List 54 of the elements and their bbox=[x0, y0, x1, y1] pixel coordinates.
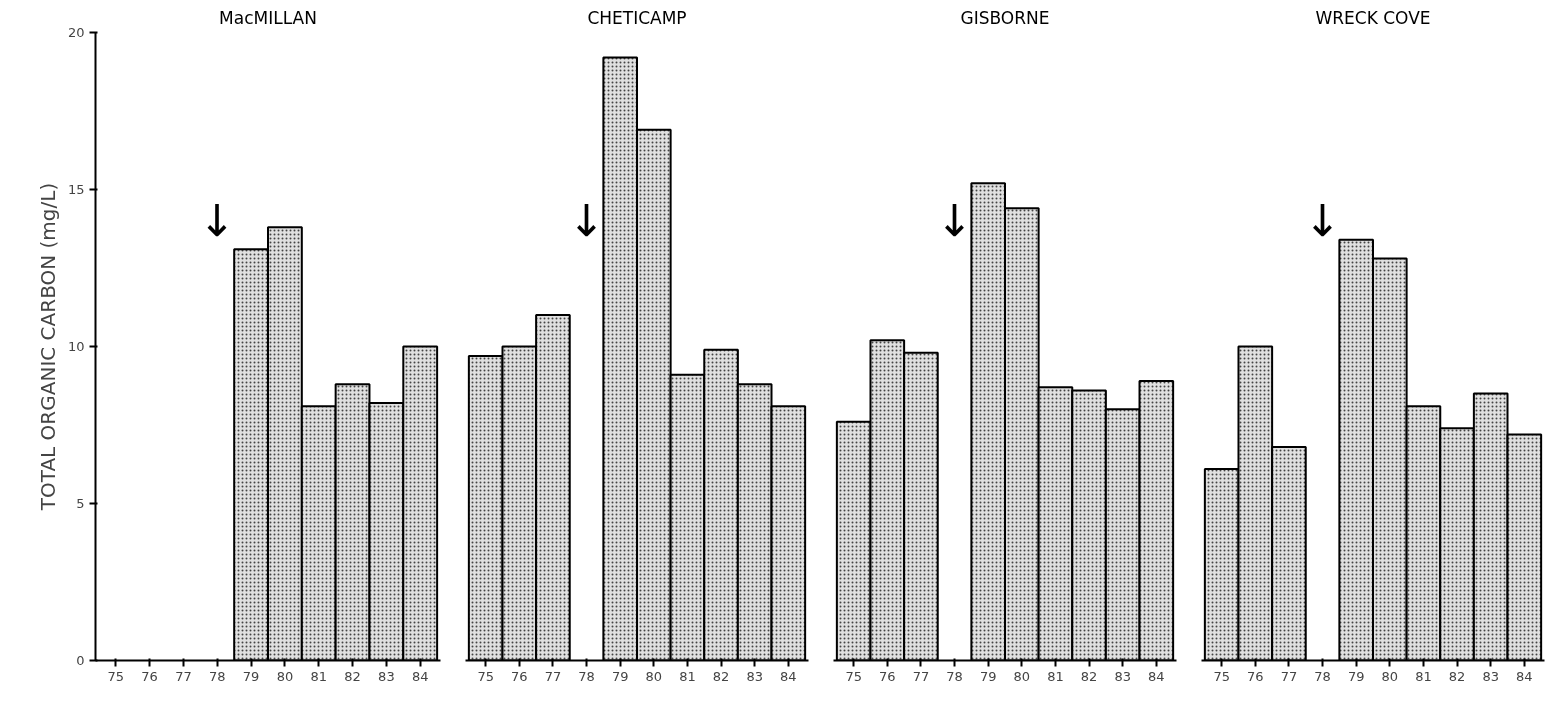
x-tick-label: 84 bbox=[1148, 668, 1165, 684]
x-tick-label: 80 bbox=[1381, 668, 1399, 684]
x-tick-label: 76 bbox=[1247, 668, 1264, 684]
x-tick-label: 79 bbox=[611, 668, 629, 684]
y-axis-title: TOTAL ORGANIC CARBON (mg/L) bbox=[35, 182, 60, 512]
x-tick-label: 76 bbox=[141, 668, 158, 684]
chart-title: GISBORNE bbox=[960, 7, 1050, 28]
x-tick-label: 79 bbox=[242, 668, 260, 684]
x-tick-label: 78 bbox=[1314, 668, 1331, 684]
annotation: ↓ bbox=[198, 195, 236, 247]
x-tick-label: 83 bbox=[378, 668, 395, 684]
annotation: ↓ bbox=[568, 195, 605, 247]
x-tick-label: 79 bbox=[979, 668, 997, 684]
x-tick-label: 83 bbox=[746, 668, 763, 684]
x-tick-label: 82 bbox=[1080, 668, 1098, 684]
chart-title: CHETICAMP bbox=[587, 7, 687, 28]
x-tick-label: 75 bbox=[845, 668, 862, 684]
y-tick-label: 5 bbox=[76, 496, 85, 511]
x-tick-label: 77 bbox=[1280, 668, 1298, 684]
x-tick-label: 80 bbox=[645, 668, 663, 684]
x-tick-label: 75 bbox=[477, 668, 494, 684]
x-tick-label: 76 bbox=[879, 668, 896, 684]
x-tick-label: 84 bbox=[780, 668, 797, 684]
x-tick-label: 78 bbox=[578, 668, 595, 684]
x-tick-label: 80 bbox=[1013, 668, 1031, 684]
x-tick-label: 81 bbox=[1415, 668, 1432, 684]
x-tick-label: 78 bbox=[208, 668, 226, 684]
chart-title: WRECK COVE bbox=[1315, 7, 1431, 28]
x-tick-label: 80 bbox=[276, 668, 294, 684]
y-tick-label: 0 bbox=[76, 653, 85, 668]
x-tick-label: 79 bbox=[1347, 668, 1365, 684]
x-tick-label: 77 bbox=[544, 668, 562, 684]
x-tick-label: 84 bbox=[411, 668, 429, 684]
chart-title: MacMILLAN bbox=[219, 7, 317, 28]
x-tick-label: 82 bbox=[712, 668, 730, 684]
x-tick-label: 77 bbox=[912, 668, 930, 684]
x-tick-label: 75 bbox=[1213, 668, 1230, 684]
annotation: ↓ bbox=[936, 195, 973, 247]
x-tick-label: 82 bbox=[1448, 668, 1466, 684]
y-tick-label: 20 bbox=[67, 25, 85, 40]
x-tick-label: 81 bbox=[310, 668, 328, 684]
y-tick-label: 15 bbox=[67, 182, 85, 197]
x-tick-label: 81 bbox=[679, 668, 696, 684]
x-tick-label: 83 bbox=[1114, 668, 1131, 684]
annotation: ↓ bbox=[1304, 195, 1341, 247]
x-tick-label: 75 bbox=[107, 668, 125, 684]
x-tick-label: 84 bbox=[1516, 668, 1533, 684]
y-tick-label: 10 bbox=[67, 339, 85, 354]
x-tick-label: 82 bbox=[344, 668, 361, 684]
x-tick-label: 83 bbox=[1482, 668, 1499, 684]
x-tick-label: 77 bbox=[175, 668, 192, 684]
x-tick-label: 76 bbox=[511, 668, 528, 684]
x-tick-label: 81 bbox=[1047, 668, 1064, 684]
x-tick-label: 78 bbox=[946, 668, 963, 684]
